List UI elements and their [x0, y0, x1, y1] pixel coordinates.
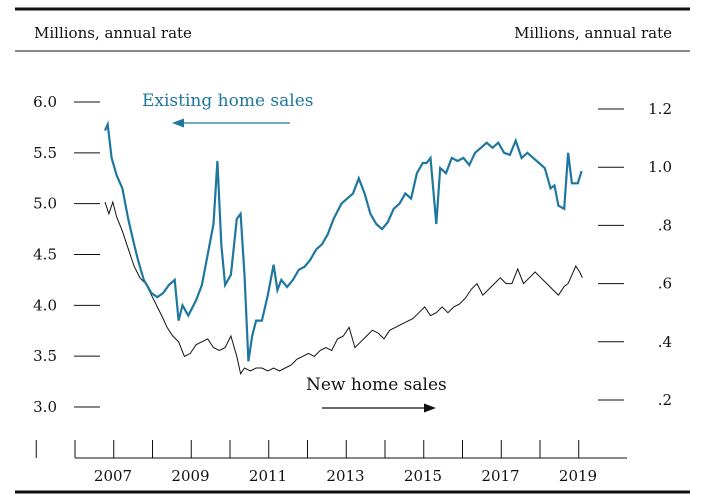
x-tick-label: 2015	[404, 467, 442, 485]
left-axis-ticks: 3.0 3.5 4.0 4.5 5.0 5.5 6.0	[33, 93, 100, 416]
x-tick-label: 2009	[171, 467, 209, 485]
left-tick-label: 4.0	[33, 296, 57, 314]
left-tick-label: 6.0	[33, 93, 57, 111]
left-tick-label: 5.5	[33, 144, 57, 162]
right-tick-label: .8	[658, 216, 672, 234]
left-tick-label: 5.0	[33, 195, 57, 213]
left-axis-unit-label: Millions, annual rate	[34, 24, 192, 42]
new-arrow	[322, 403, 436, 413]
right-tick-label: 1.2	[648, 100, 672, 118]
x-tick-label: 2007	[94, 467, 132, 485]
x-tick-label: 2019	[559, 467, 597, 485]
x-axis-ticks: 2007 2009 2011 2013 2015 2017 2019	[35, 440, 597, 485]
new-home-sales-label: New home sales	[306, 375, 447, 395]
x-tick-label: 2013	[326, 467, 364, 485]
right-tick-label: .4	[658, 333, 672, 351]
right-axis-unit-label: Millions, annual rate	[514, 24, 672, 42]
left-tick-label: 3.5	[33, 347, 57, 365]
left-tick-label: 3.0	[33, 398, 57, 416]
right-tick-label: .2	[658, 391, 672, 409]
existing-home-sales-line	[103, 120, 583, 362]
new-home-sales-line	[104, 200, 583, 376]
x-tick-label: 2017	[481, 467, 519, 485]
right-tick-label: .6	[658, 275, 672, 293]
existing-arrow	[172, 118, 290, 128]
x-tick-label: 2011	[249, 467, 287, 485]
right-axis-ticks: .2 .4 .6 .8 1.0 1.2	[598, 100, 672, 409]
right-tick-label: 1.0	[648, 158, 672, 176]
left-tick-label: 4.5	[33, 246, 57, 264]
existing-home-sales-label: Existing home sales	[142, 91, 314, 111]
